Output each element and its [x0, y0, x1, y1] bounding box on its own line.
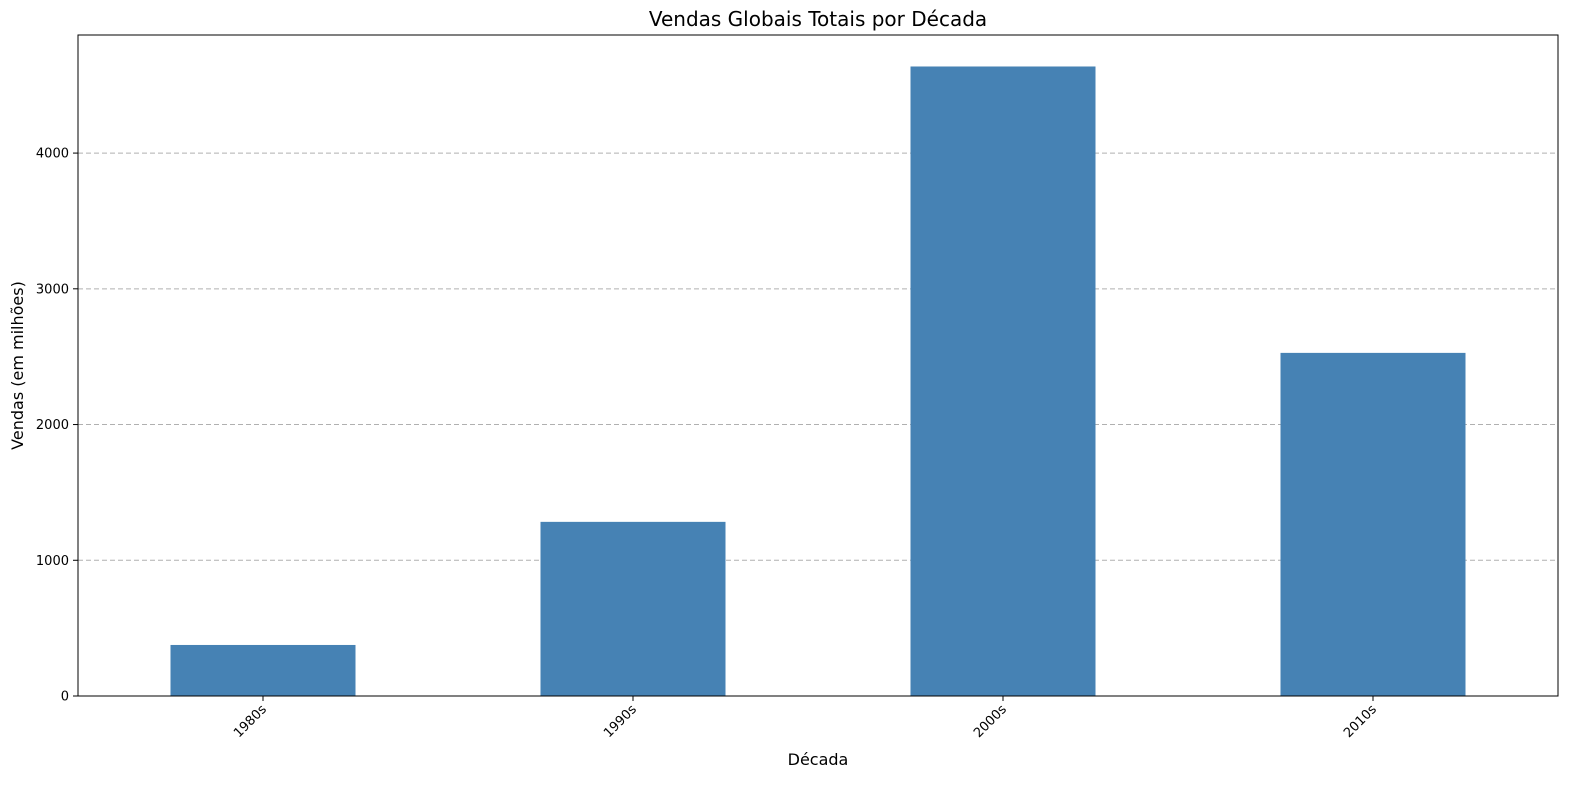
x-tick-label: 1980s	[231, 702, 270, 741]
axes-frame	[77, 34, 1559, 697]
y-axis-label: Vendas (em milhões)	[8, 281, 27, 450]
y-tick-label: 0	[61, 690, 69, 705]
y-tick-label: 4000	[36, 147, 69, 162]
y-tick-label: 2000	[36, 418, 69, 433]
bars	[170, 66, 1466, 696]
x-axis-label: Década	[788, 750, 849, 769]
y-tick-label: 3000	[36, 282, 69, 297]
x-axis-ticks: 1980s 1990s 2000s 2010s	[231, 696, 1380, 741]
chart-title: Vendas Globais Totais por Década	[649, 7, 987, 31]
bar-1990s	[540, 521, 726, 696]
bar-2010s	[1280, 352, 1466, 696]
x-tick-label: 2000s	[971, 702, 1010, 741]
y-tick-label: 1000	[36, 554, 69, 569]
x-tick-label: 1990s	[601, 702, 640, 741]
y-axis-ticks: 0 1000 2000 3000 4000	[36, 147, 78, 705]
x-tick-label: 2010s	[1341, 702, 1380, 741]
bar-2000s	[910, 66, 1096, 696]
bar-1980s	[170, 644, 356, 696]
